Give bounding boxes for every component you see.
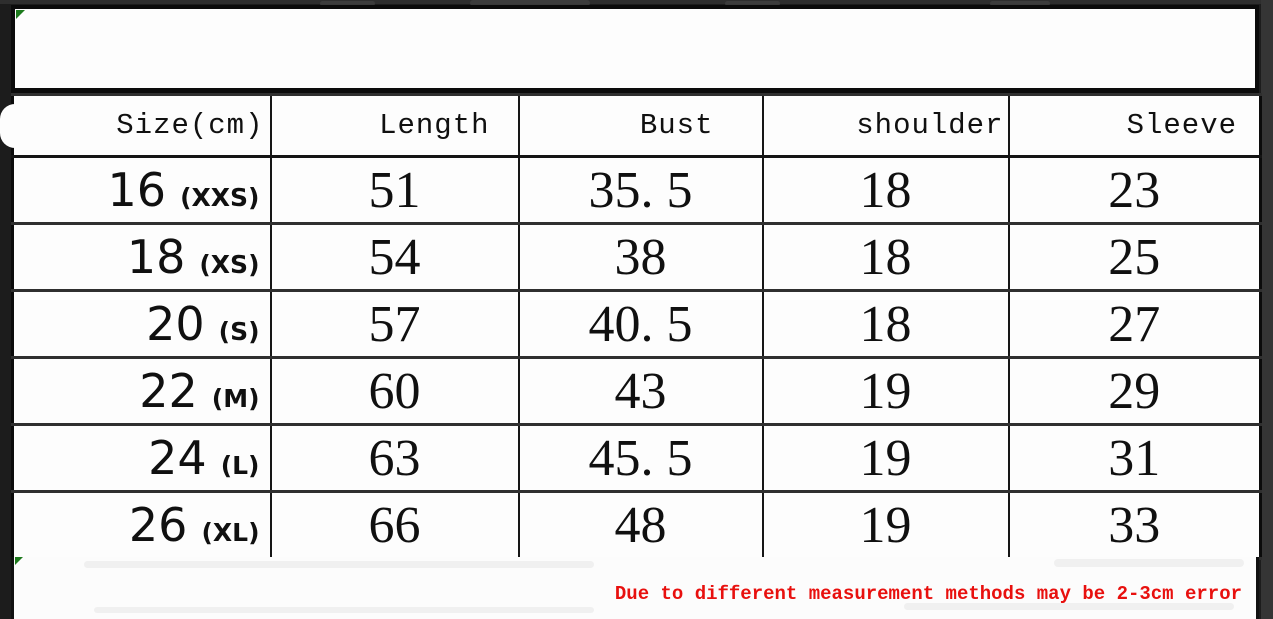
size-number: 16 bbox=[107, 163, 167, 217]
size-cell: 16 (XXS) bbox=[11, 155, 272, 225]
size-cell: 22 (M) bbox=[11, 356, 272, 426]
background-smudge bbox=[94, 607, 594, 613]
sleeve-cell: 31 bbox=[1007, 423, 1262, 493]
size-label: (XXS) bbox=[180, 183, 260, 212]
size-label: (XL) bbox=[201, 518, 260, 547]
title-box bbox=[11, 5, 1259, 93]
length-cell: 54 bbox=[269, 222, 520, 292]
bust-cell: 45. 5 bbox=[517, 423, 764, 493]
sleeve-cell: 27 bbox=[1007, 289, 1262, 359]
shoulder-cell: 19 bbox=[761, 490, 1010, 560]
size-cell: 24 (L) bbox=[11, 423, 272, 493]
shoulder-cell: 19 bbox=[761, 423, 1010, 493]
background-smudge bbox=[470, 0, 590, 6]
size-number: 18 bbox=[126, 230, 186, 284]
bust-cell: 38 bbox=[517, 222, 764, 292]
sleeve-cell: 33 bbox=[1007, 490, 1262, 560]
left-edge-white-blob bbox=[0, 104, 15, 148]
table-row-s: 20 (S) 57 40. 5 18 27 bbox=[11, 289, 1262, 359]
background-right-strip bbox=[1261, 0, 1273, 619]
length-cell: 57 bbox=[269, 289, 520, 359]
background-smudge bbox=[84, 561, 594, 568]
sleeve-cell: 29 bbox=[1007, 356, 1262, 426]
green-corner-marker-icon bbox=[15, 557, 23, 565]
table-row-xs: 18 (XS) 54 38 18 25 bbox=[11, 222, 1262, 292]
shoulder-cell: 18 bbox=[761, 289, 1010, 359]
length-cell: 60 bbox=[269, 356, 520, 426]
bust-cell: 43 bbox=[517, 356, 764, 426]
background-smudge bbox=[990, 1, 1050, 6]
size-label: (L) bbox=[220, 451, 260, 480]
header-row: Size(cm) Length Bust shoulder Sleeve bbox=[11, 93, 1262, 158]
measurement-error-note: Due to different measurement methods may… bbox=[614, 583, 1242, 605]
length-cell: 66 bbox=[269, 490, 520, 560]
size-number: 24 bbox=[148, 431, 207, 485]
bust-cell: 48 bbox=[517, 490, 764, 560]
size-number: 20 bbox=[146, 297, 205, 351]
background-smudge bbox=[904, 603, 1234, 610]
background-smudge bbox=[1054, 559, 1244, 567]
size-cell: 20 (S) bbox=[11, 289, 272, 359]
size-label: (S) bbox=[218, 317, 260, 346]
size-cell: 18 (XS) bbox=[11, 222, 272, 292]
table-row-xl: 26 (XL) 66 48 19 33 bbox=[11, 490, 1262, 560]
header-cell-bust: Bust bbox=[517, 93, 764, 158]
bust-cell: 35. 5 bbox=[517, 155, 764, 225]
header-cell-shoulder: shoulder bbox=[761, 93, 1010, 158]
bust-cell: 40. 5 bbox=[517, 289, 764, 359]
size-table: Size(cm) Length Bust shoulder Sleeve 16 (… bbox=[11, 93, 1262, 560]
table-row-xxs: 16 (XXS) 51 35. 5 18 23 bbox=[11, 155, 1262, 225]
length-cell: 51 bbox=[269, 155, 520, 225]
table-row-m: 22 (M) 60 43 19 29 bbox=[11, 356, 1262, 426]
sleeve-cell: 23 bbox=[1007, 155, 1262, 225]
sleeve-cell: 25 bbox=[1007, 222, 1262, 292]
background-smudge bbox=[320, 1, 375, 6]
background-smudge bbox=[725, 1, 780, 6]
note-strip: Due to different measurement methods may… bbox=[11, 557, 1259, 619]
shoulder-cell: 18 bbox=[761, 155, 1010, 225]
shoulder-cell: 19 bbox=[761, 356, 1010, 426]
background-top-strip bbox=[0, 0, 1273, 4]
size-number: 22 bbox=[139, 364, 198, 418]
length-cell: 63 bbox=[269, 423, 520, 493]
header-cell-sleeve: Sleeve bbox=[1007, 93, 1262, 158]
size-cell: 26 (XL) bbox=[11, 490, 272, 560]
header-cell-length: Length bbox=[269, 93, 520, 158]
size-label: (XS) bbox=[199, 250, 260, 279]
size-number: 26 bbox=[128, 498, 188, 552]
header-cell-size: Size(cm) bbox=[11, 93, 272, 158]
table-row-l: 24 (L) 63 45. 5 19 31 bbox=[11, 423, 1262, 493]
shoulder-cell: 18 bbox=[761, 222, 1010, 292]
green-corner-marker-icon bbox=[16, 10, 25, 19]
size-label: (M) bbox=[211, 384, 260, 413]
